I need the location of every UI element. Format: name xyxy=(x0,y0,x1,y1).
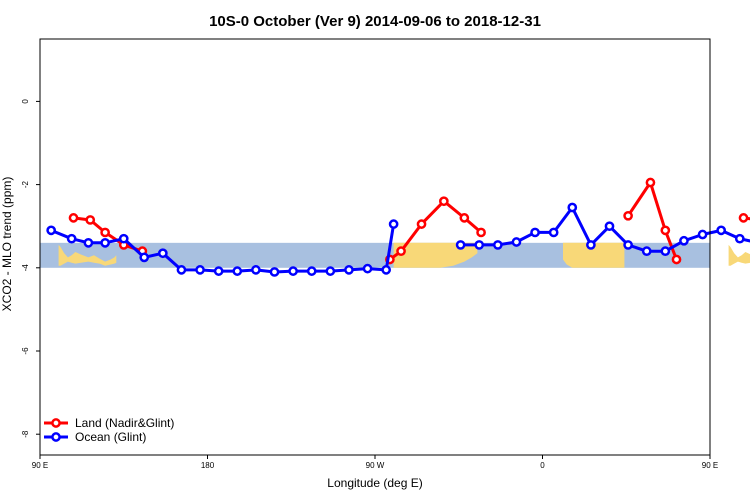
legend-item: Ocean (Glint) xyxy=(44,430,146,444)
x-axis-title: Longitude (deg E) xyxy=(327,476,422,490)
data-point xyxy=(66,233,77,244)
data-point xyxy=(213,266,224,276)
data-point xyxy=(604,221,615,232)
data-point xyxy=(139,252,150,263)
data-point xyxy=(645,177,656,188)
data-point xyxy=(697,229,708,240)
data-point xyxy=(530,227,540,238)
y-tick-label: -2 xyxy=(21,180,30,188)
y-axis: 0 -2 -4 -6 -8 xyxy=(21,99,40,438)
x-tick-label: 0 xyxy=(540,461,545,470)
legend-label: Ocean (Glint) xyxy=(75,430,146,444)
data-point xyxy=(716,225,727,236)
data-point xyxy=(388,219,399,229)
data-point xyxy=(46,225,57,236)
x-tick-label: 90 E xyxy=(32,461,48,470)
legend-label: Land (Nadir&Glint) xyxy=(75,416,174,430)
data-point xyxy=(455,240,466,250)
data-point xyxy=(251,265,261,275)
y-tick-label: -6 xyxy=(21,347,30,355)
data-point xyxy=(474,240,485,250)
y-tick-label: -4 xyxy=(21,264,30,272)
data-point xyxy=(83,237,94,248)
x-axis: 90 E 180 90 W 0 90 E xyxy=(32,455,718,470)
data-point xyxy=(511,237,522,247)
data-point xyxy=(623,210,633,221)
data-point xyxy=(586,240,596,250)
data-point xyxy=(671,254,682,265)
land-region xyxy=(58,244,117,266)
data-point xyxy=(738,213,749,223)
data-point xyxy=(232,266,243,276)
legend-marker xyxy=(51,432,61,442)
series-land xyxy=(68,177,750,265)
data-point xyxy=(381,265,392,275)
data-point xyxy=(68,213,79,223)
data-point xyxy=(492,240,503,250)
data-point xyxy=(416,219,427,229)
data-point xyxy=(269,267,280,277)
x-tick-label: 90 E xyxy=(702,461,718,470)
data-point xyxy=(306,266,317,276)
data-point xyxy=(641,246,652,257)
data-point xyxy=(660,246,671,257)
data-point xyxy=(195,265,205,275)
legend: Land (Nadir&Glint)Ocean (Glint) xyxy=(44,416,174,444)
data-point xyxy=(344,265,354,275)
x-tick-label: 90 W xyxy=(366,461,385,470)
legend-item: Land (Nadir&Glint) xyxy=(44,416,174,430)
data-point xyxy=(100,237,110,248)
data-point xyxy=(476,227,486,238)
data-point xyxy=(118,233,129,244)
data-point xyxy=(623,240,633,250)
chart-title: 10S-0 October (Ver 9) 2014-09-06 to 2018… xyxy=(209,13,541,30)
series-ocean xyxy=(46,202,750,277)
data-point xyxy=(548,227,559,238)
land-region xyxy=(393,242,478,268)
x-tick-label: 180 xyxy=(201,461,215,470)
series-layer xyxy=(46,177,750,277)
data-point xyxy=(734,233,745,244)
series-line xyxy=(743,216,750,221)
data-point xyxy=(459,213,470,223)
data-point xyxy=(157,248,168,259)
data-point xyxy=(396,246,406,257)
data-point xyxy=(679,235,689,246)
data-point xyxy=(100,227,110,238)
legend-marker xyxy=(51,418,61,428)
data-point xyxy=(325,266,336,276)
data-point xyxy=(85,215,96,225)
data-point xyxy=(362,263,373,274)
series-line xyxy=(626,181,678,261)
y-tick-label: -8 xyxy=(21,430,30,438)
data-point xyxy=(176,265,187,275)
y-axis-title: XCO2 - MLO trend (ppm) xyxy=(0,177,14,312)
land-region xyxy=(728,244,750,266)
land-region xyxy=(563,242,625,268)
y-tick-label: 0 xyxy=(21,99,30,104)
data-point xyxy=(660,225,671,236)
data-point xyxy=(439,196,449,207)
data-point xyxy=(567,202,578,213)
data-point xyxy=(288,266,298,276)
